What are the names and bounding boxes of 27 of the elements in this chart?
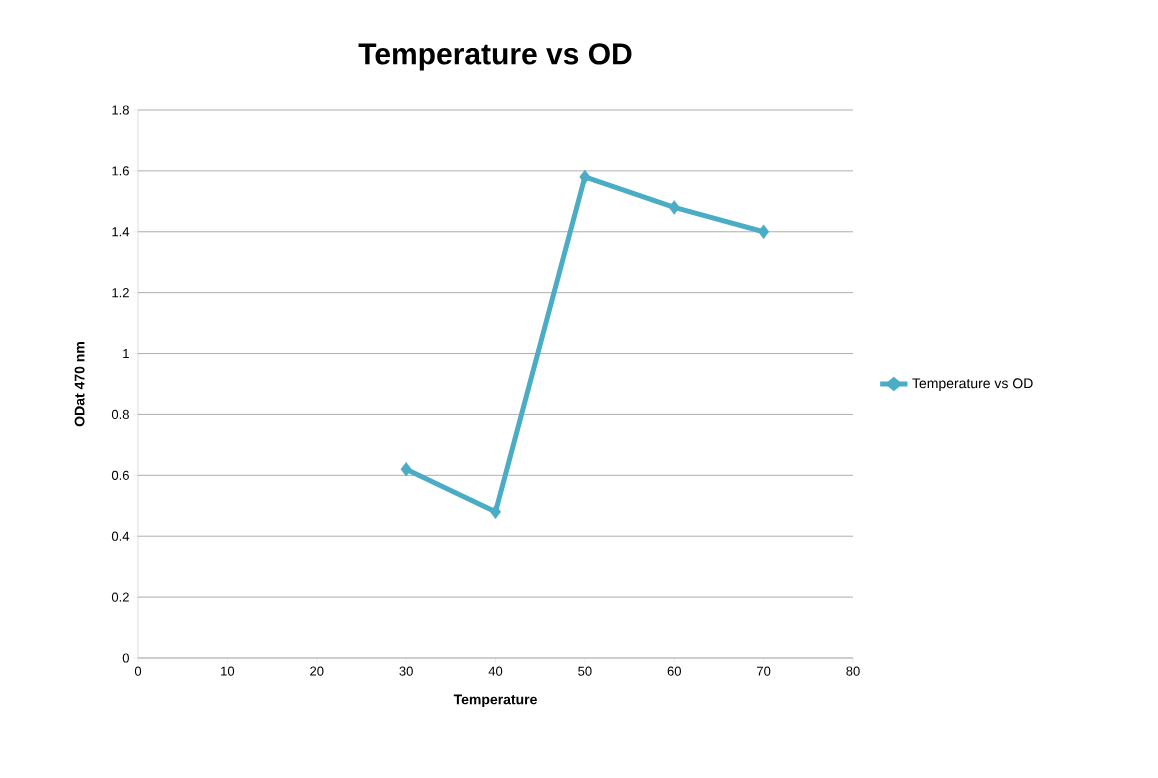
y-tick-label: 1.4 (112, 227, 130, 237)
x-tick-label: 60 (667, 666, 681, 676)
x-tick-label: 80 (846, 666, 860, 676)
point (400, 461, 412, 477)
y-tick-label: 0.4 (111, 531, 130, 541)
y-tick-label: 0.2 (111, 592, 129, 602)
x-tick-label: 20 (310, 666, 324, 676)
x-tick-label: 40 (488, 666, 503, 676)
x-tick-label: 30 (399, 666, 413, 676)
x-tick-label: 10 (221, 666, 235, 676)
point (579, 169, 591, 185)
y-tick-label: 0 (122, 653, 129, 663)
point (668, 200, 680, 215)
y-tick-label: 0.8 (111, 409, 129, 420)
chart-title: Temperature vs OD (358, 43, 632, 71)
x-tick-label: 0 (134, 666, 142, 676)
y-tick-label: 1 (123, 349, 129, 359)
y-axis-title: ODat 470 nm (74, 342, 85, 427)
y-tick-label: 1.8 (112, 105, 129, 115)
y-tick-label: 1.2 (112, 288, 129, 298)
x-axis-title: Temperature (453, 694, 537, 708)
legend-label: Temperature vs OD (912, 378, 1033, 392)
y-tick-label: 1.6 (112, 166, 129, 176)
x-tick-label: 50 (578, 666, 592, 676)
y-tick-label: 0.6 (111, 470, 129, 480)
x-tick-label: 70 (757, 666, 771, 676)
point (758, 224, 770, 240)
